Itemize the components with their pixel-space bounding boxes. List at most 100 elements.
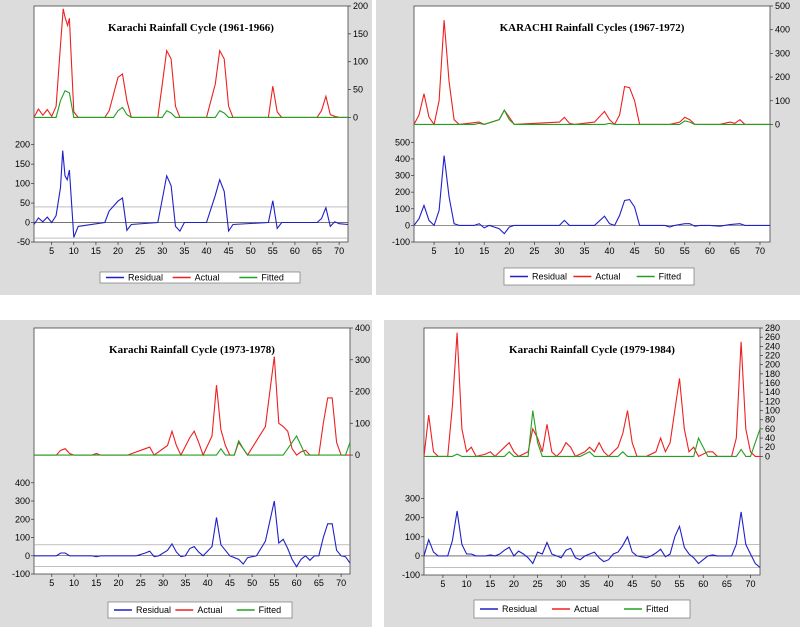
right-tick-label: 0 [765, 451, 770, 461]
chart-panel-1979-1984: Karachi Rainfall Cycle (1979-1984) 5 10 15 2… [384, 320, 800, 627]
x-tick-label: 50 [246, 246, 256, 256]
right-tick-label: 500 [775, 1, 790, 11]
x-tick-label: 10 [69, 246, 79, 256]
right-tick-label: 0 [355, 450, 360, 460]
left-tick-label: 300 [395, 171, 410, 181]
left-tick-label: 300 [15, 496, 30, 506]
left-tick-label: 300 [405, 494, 420, 504]
x-tick-label: 40 [201, 246, 211, 256]
right-tick-label: 150 [353, 29, 368, 39]
legend-label-residual: Residual [128, 273, 163, 283]
chart-title: Karachi Rainfall Cycle (1961-1966) [108, 22, 274, 34]
x-tick-label: 15 [479, 246, 489, 256]
right-tick-label: 140 [765, 387, 780, 397]
rainfall-chart-1979-1984: Karachi Rainfall Cycle (1979-1984) 5 10 15 2… [402, 323, 780, 619]
series-line-actual [413, 20, 770, 126]
legend-label-fitted: Fitted [646, 604, 669, 614]
x-tick-label: 50 [247, 578, 257, 588]
left-tick-label: 100 [405, 532, 420, 542]
left-tick-label: 0 [415, 551, 420, 561]
legend-label-fitted: Fitted [659, 272, 682, 282]
left-tick-label: 400 [15, 478, 30, 488]
right-tick-label: 280 [765, 323, 780, 333]
x-tick-label: 55 [268, 246, 278, 256]
legend-label-actual: Actual [197, 605, 222, 615]
legend-label-actual: Actual [595, 272, 620, 282]
x-tick-label: 20 [504, 246, 514, 256]
x-tick-label: 45 [225, 578, 235, 588]
x-tick-label: 40 [605, 246, 615, 256]
x-tick-label: 70 [334, 246, 344, 256]
x-tick-label: 40 [604, 579, 614, 589]
x-tick-label: 65 [312, 246, 322, 256]
left-tick-label: 100 [15, 179, 30, 189]
rainfall-chart-1967-1972: KARACHI Rainfall Cycles (1967-1972) 5 10 15… [392, 1, 790, 286]
x-tick-label: 25 [533, 579, 543, 589]
x-tick-label: 60 [292, 578, 302, 588]
left-tick-label: 200 [15, 514, 30, 524]
right-tick-label: 160 [765, 378, 780, 388]
legend-box [99, 271, 301, 284]
right-tick-label: 300 [355, 355, 370, 365]
right-tick-label: 240 [765, 341, 780, 351]
left-tick-label: 150 [15, 159, 30, 169]
left-tick-label: 50 [20, 198, 30, 208]
x-tick-label: 70 [746, 579, 756, 589]
series-line-residual [34, 500, 351, 568]
right-tick-label: 100 [353, 57, 368, 67]
series-line-fitted [424, 410, 761, 457]
x-tick-label: 35 [179, 246, 189, 256]
x-tick-label: 40 [203, 578, 213, 588]
left-tick-label: -100 [402, 570, 420, 580]
x-tick-label: 5 [440, 579, 445, 589]
series-line-residual [33, 150, 349, 238]
series-line-fitted [414, 109, 770, 125]
right-tick-label: 40 [765, 433, 775, 443]
plot-area [423, 327, 761, 576]
right-tick-label: 200 [765, 360, 780, 370]
right-tick-label: 120 [765, 396, 780, 406]
series-line-fitted [34, 434, 351, 456]
x-tick-label: 15 [485, 579, 495, 589]
x-tick-label: 45 [627, 579, 637, 589]
x-tick-label: 55 [269, 578, 279, 588]
x-tick-label: 25 [136, 578, 146, 588]
right-tick-label: 200 [353, 1, 368, 11]
rainfall-chart-1961-1966: Karachi Rainfall Cycle (1961-1966) 5 10 15 2… [15, 1, 368, 284]
right-tick-label: 180 [765, 369, 780, 379]
legend-label-fitted: Fitted [259, 605, 282, 615]
x-tick-label: 5 [432, 246, 437, 256]
right-tick-label: 80 [765, 415, 775, 425]
x-tick-label: 55 [675, 579, 685, 589]
right-tick-label: 300 [775, 48, 790, 58]
left-tick-label: 0 [25, 218, 30, 228]
x-tick-label: 45 [630, 246, 640, 256]
x-tick-label: 35 [180, 578, 190, 588]
x-tick-label: 60 [705, 246, 715, 256]
x-tick-label: 35 [579, 246, 589, 256]
legend-box [503, 267, 695, 286]
legend-label-actual: Actual [574, 604, 599, 614]
x-tick-label: 45 [224, 246, 234, 256]
right-tick-label: 20 [765, 442, 775, 452]
legend-label-actual: Actual [195, 273, 220, 283]
x-tick-label: 15 [91, 578, 101, 588]
chart-title: Karachi Rainfall Cycle (1973-1978) [109, 344, 275, 356]
right-tick-label: 400 [775, 25, 790, 35]
x-tick-label: 10 [454, 246, 464, 256]
left-tick-label: 400 [395, 154, 410, 164]
x-tick-label: 55 [680, 246, 690, 256]
x-tick-label: 10 [462, 579, 472, 589]
legend-label-fitted: Fitted [261, 273, 284, 283]
series-line-residual [413, 155, 770, 235]
x-tick-label: 15 [91, 246, 101, 256]
series-line-fitted [34, 89, 348, 118]
left-tick-label: 500 [395, 137, 410, 147]
legend-box [107, 601, 293, 619]
x-tick-label: 70 [336, 578, 346, 588]
left-tick-label: -100 [12, 569, 30, 579]
right-tick-label: 0 [775, 119, 780, 129]
right-tick-label: 100 [765, 406, 780, 416]
chart-panel-1967-1972: KARACHI Rainfall Cycles (1967-1972) 5 10 15… [376, 0, 800, 295]
left-tick-label: 100 [395, 204, 410, 214]
